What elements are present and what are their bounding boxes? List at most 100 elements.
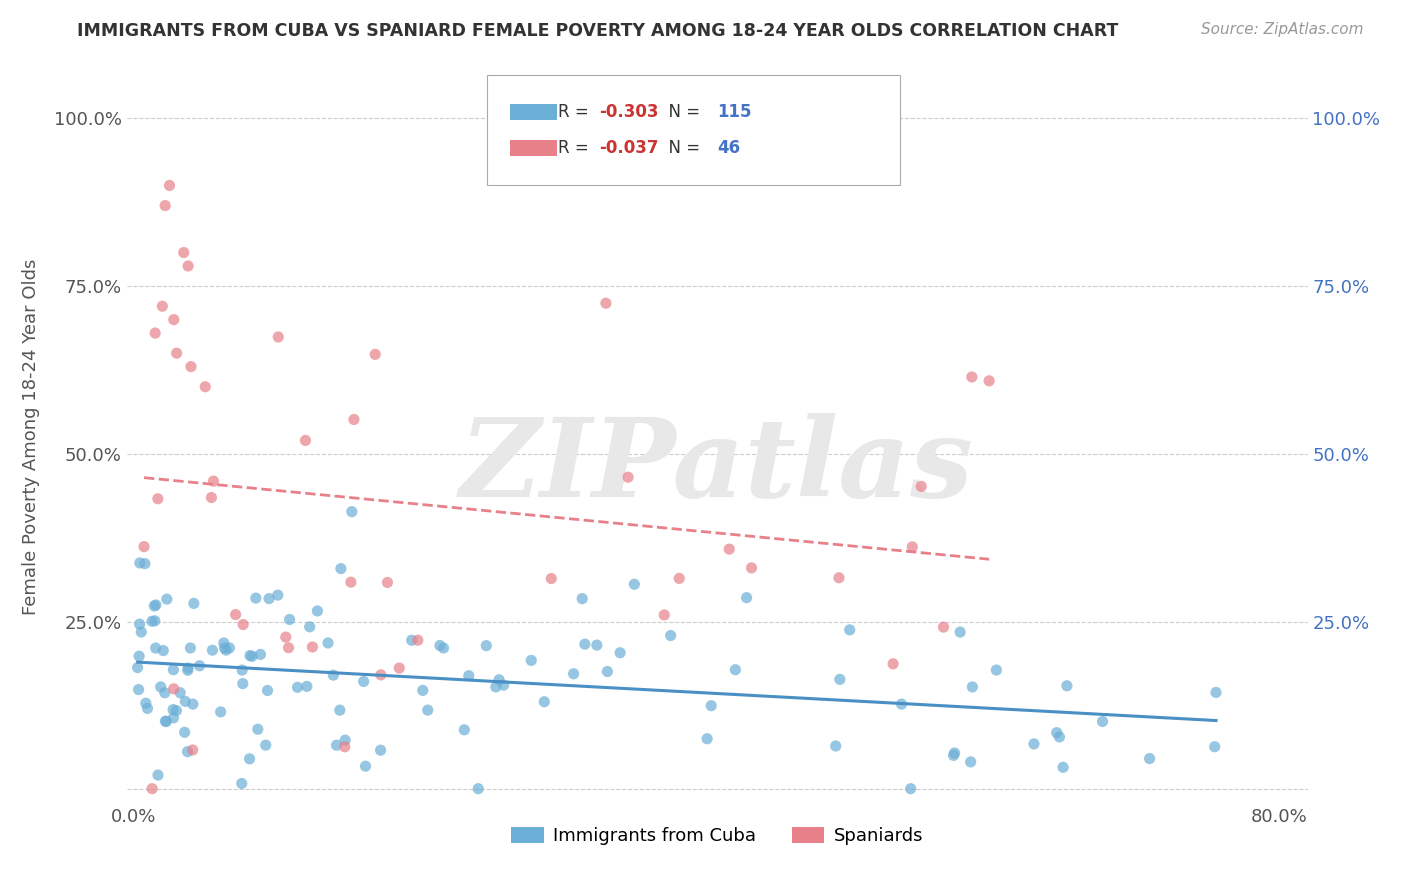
Point (718, 542, 741, 557)
Text: -0.037: -0.037 (599, 139, 658, 157)
Point (301, 640, 323, 654)
Point (155, 714, 177, 728)
Point (173, 245, 195, 260)
Text: R =: R = (558, 139, 593, 157)
Point (174, 694, 197, 708)
Point (128, 682, 150, 697)
Point (1205, 685, 1227, 699)
Point (128, 617, 150, 632)
Point (257, 591, 280, 606)
Point (173, 725, 195, 739)
Point (246, 723, 269, 737)
Point (520, 653, 543, 667)
Point (585, 638, 607, 652)
Point (162, 703, 184, 717)
Point (127, 660, 149, 674)
Legend: Immigrants from Cuba, Spaniards: Immigrants from Cuba, Spaniards (503, 820, 931, 852)
Point (249, 648, 271, 662)
Point (412, 683, 434, 698)
Point (181, 743, 204, 757)
Point (910, 479, 932, 493)
Point (159, 178, 181, 193)
Point (562, 666, 585, 681)
Point (741, 561, 763, 575)
FancyBboxPatch shape (510, 103, 557, 120)
Point (735, 591, 758, 605)
Point (200, 491, 222, 505)
Point (183, 596, 205, 610)
Point (232, 676, 254, 690)
Point (932, 620, 955, 634)
Point (364, 347, 387, 361)
Point (201, 643, 224, 657)
Point (977, 374, 1000, 388)
Text: R =: R = (558, 103, 593, 120)
Point (401, 633, 423, 648)
Point (353, 674, 375, 689)
Point (295, 679, 318, 693)
Point (824, 739, 846, 753)
Point (596, 665, 619, 679)
Point (294, 434, 316, 448)
Point (370, 668, 392, 682)
Point (406, 633, 429, 648)
Text: IMMIGRANTS FROM CUBA VS SPANIARD FEMALE POVERTY AMONG 18-24 YEAR OLDS CORRELATIO: IMMIGRANTS FROM CUBA VS SPANIARD FEMALE … (77, 22, 1119, 40)
Y-axis label: Female Poverty Among 18-24 Year Olds: Female Poverty Among 18-24 Year Olds (21, 259, 39, 615)
FancyBboxPatch shape (486, 75, 900, 185)
Point (492, 678, 515, 692)
Point (245, 591, 267, 606)
Point (188, 658, 211, 673)
Point (254, 738, 277, 752)
Point (141, 614, 163, 628)
Point (475, 639, 498, 653)
Point (141, 781, 163, 796)
Point (176, 745, 198, 759)
Point (134, 557, 156, 571)
Point (169, 686, 191, 700)
Point (240, 649, 263, 664)
Point (162, 663, 184, 677)
Point (540, 572, 562, 586)
Point (354, 759, 377, 773)
Point (165, 704, 187, 718)
Point (129, 625, 152, 640)
Point (145, 641, 167, 656)
Point (274, 630, 297, 644)
Point (901, 540, 924, 554)
Point (343, 412, 366, 426)
Point (239, 752, 262, 766)
Point (467, 781, 489, 796)
Point (146, 491, 169, 506)
Point (960, 370, 983, 384)
Point (209, 705, 232, 719)
Point (155, 714, 177, 729)
Point (1139, 751, 1161, 765)
Point (231, 776, 253, 790)
Point (652, 607, 675, 622)
Point (488, 673, 510, 687)
Text: Source: ZipAtlas.com: Source: ZipAtlas.com (1201, 22, 1364, 37)
Text: 46: 46 (717, 139, 740, 157)
Text: N =: N = (658, 103, 706, 120)
Point (617, 470, 640, 484)
Point (609, 646, 631, 660)
Text: -0.303: -0.303 (599, 103, 658, 120)
Point (267, 330, 290, 344)
Point (136, 701, 159, 715)
Point (143, 599, 166, 613)
Point (1091, 714, 1114, 729)
Point (162, 711, 184, 725)
Point (700, 698, 723, 713)
Point (668, 571, 690, 585)
Point (146, 768, 169, 782)
Point (377, 575, 399, 590)
Point (298, 620, 321, 634)
Point (1047, 730, 1070, 744)
Point (166, 346, 188, 360)
Point (180, 359, 202, 374)
Point (340, 505, 363, 519)
Point (153, 686, 176, 700)
Point (132, 540, 155, 554)
Point (571, 591, 593, 606)
Point (177, 661, 200, 675)
